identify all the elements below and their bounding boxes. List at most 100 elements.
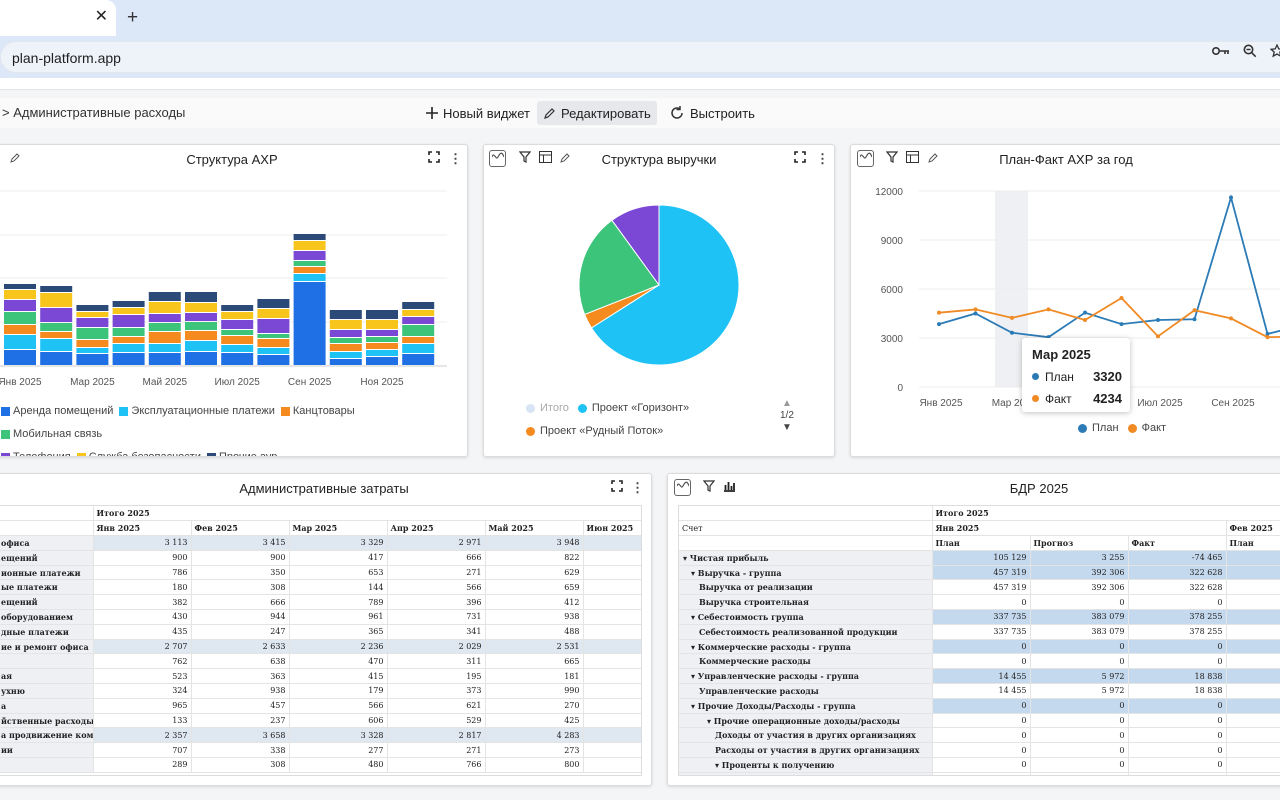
bar-segment[interactable] — [148, 332, 181, 343]
legend-item[interactable]: Прочие аур — [206, 447, 277, 456]
table-row[interactable]: ▾ Чистая прибыль 105 129 3 255 -74 465 — [679, 550, 1280, 566]
bar-segment[interactable] — [402, 325, 435, 336]
data-point[interactable] — [1083, 310, 1087, 315]
data-point[interactable] — [1083, 318, 1087, 323]
table-row[interactable]: ухню 324 938 179 373 990 — [0, 683, 641, 699]
bar-segment[interactable] — [4, 300, 36, 311]
close-tab-icon[interactable]: ✕ — [94, 8, 108, 25]
legend-item[interactable]: Мобильная связь — [1, 424, 102, 445]
bar-segment[interactable] — [185, 292, 217, 302]
data-point[interactable] — [1192, 308, 1197, 313]
table-row[interactable]: ▾ Управленческие расходы - группа 14 455 5… — [679, 668, 1280, 685]
data-point[interactable] — [1119, 295, 1124, 300]
bar-segment[interactable] — [76, 354, 109, 365]
bar-segment[interactable] — [366, 343, 398, 349]
bar-segment[interactable] — [76, 312, 109, 317]
filter-icon[interactable] — [885, 151, 899, 166]
legend-item[interactable]: Аренда помещений — [1, 401, 113, 422]
bar-segment[interactable] — [293, 261, 326, 266]
data-point[interactable] — [1229, 316, 1233, 321]
bar-segment[interactable] — [221, 312, 254, 319]
fullscreen-icon[interactable] — [428, 151, 440, 166]
filter-icon[interactable] — [702, 480, 716, 495]
bdr-grid[interactable]: Итого 2025 Счет Янв 2025 Фев 2025 План Прог… — [678, 505, 1280, 776]
bar-segment[interactable] — [293, 274, 326, 281]
bar-segment[interactable] — [148, 302, 181, 313]
bar-segment[interactable] — [366, 310, 398, 319]
bar-segment[interactable] — [257, 355, 290, 365]
bar-segment[interactable] — [221, 336, 254, 344]
legend-item-total[interactable]: Итого — [526, 398, 569, 419]
bar-segment[interactable] — [257, 348, 290, 354]
bar-segment[interactable] — [112, 344, 145, 352]
table-row[interactable]: 000 — [679, 772, 1280, 775]
table-row[interactable]: ии 707 338 277 271 273 — [0, 742, 641, 759]
bar-segment[interactable] — [221, 320, 254, 329]
bar-segment[interactable] — [257, 339, 290, 347]
bar-segment[interactable] — [257, 334, 290, 338]
table-row[interactable]: а 965 457 566 621 270 — [0, 698, 641, 714]
data-point[interactable] — [937, 322, 941, 327]
bar-segment[interactable] — [76, 328, 109, 339]
bar-segment[interactable] — [40, 323, 73, 331]
breadcrumb[interactable]: > Административные расходы — [2, 105, 186, 120]
pie-slice[interactable] — [611, 204, 660, 287]
bar-segment[interactable] — [112, 315, 145, 327]
data-point[interactable] — [973, 311, 978, 316]
bar-segment[interactable] — [221, 353, 254, 365]
bar-segment[interactable] — [402, 317, 435, 324]
table-row[interactable]: Доходы от участия в других организациях 0… — [679, 727, 1280, 744]
fullscreen-icon[interactable] — [611, 480, 623, 495]
table-row[interactable]: Коммерческие расходы 0 0 0 — [679, 653, 1280, 670]
table-row[interactable]: ие и ремонт офиса 2 707 2 633 2 236 2 029 2 5… — [0, 639, 641, 655]
data-point[interactable] — [1156, 334, 1160, 339]
bar-segment[interactable] — [112, 337, 145, 343]
bar-segment[interactable] — [4, 312, 36, 324]
bar-segment[interactable] — [148, 344, 181, 352]
bar-segment[interactable] — [402, 344, 435, 353]
bar-segment[interactable] — [402, 310, 435, 316]
bar-segment[interactable] — [40, 352, 73, 365]
table-row[interactable]: оборудованием 430 944 961 731 938 — [0, 609, 641, 625]
more-menu-icon[interactable]: ⋮ — [449, 151, 462, 166]
bar-segment[interactable] — [257, 299, 290, 308]
bar-segment[interactable] — [148, 323, 181, 331]
bar-segment[interactable] — [4, 335, 36, 349]
bar-segment[interactable] — [329, 359, 362, 365]
legend-item-fact[interactable]: Факт — [1127, 422, 1166, 434]
table-row[interactable]: ▾ Коммерческие расходы - группа 0 0 0 — [679, 639, 1280, 655]
bar-segment[interactable] — [221, 345, 254, 352]
table-row[interactable]: 289 308 480 766 800 — [0, 757, 641, 773]
more-menu-icon[interactable]: ⋮ — [816, 151, 829, 166]
bookmark-star-icon[interactable] — [1269, 43, 1280, 62]
table-view-icon[interactable] — [539, 151, 552, 166]
legend-item[interactable]: Эксплуатационные платежи — [119, 401, 275, 422]
bar-segment[interactable] — [329, 352, 362, 358]
table-row[interactable]: ещений 382 666 789 396 412 — [0, 594, 641, 611]
bar-segment[interactable] — [185, 331, 217, 340]
pie-slice[interactable] — [590, 204, 740, 366]
bar-segment[interactable] — [402, 302, 435, 309]
bar-segment[interactable] — [221, 305, 254, 311]
legend-pager[interactable]: ▲ 1/2 ▼ — [780, 398, 794, 434]
edit-widget-icon[interactable] — [560, 151, 570, 166]
bar-segment[interactable] — [4, 284, 36, 289]
bar-segment[interactable] — [112, 308, 145, 314]
bar-segment[interactable] — [293, 234, 326, 240]
pager-up-icon[interactable]: ▲ — [782, 398, 792, 409]
bar-segment[interactable] — [329, 338, 362, 343]
bar-segment[interactable] — [185, 313, 217, 321]
admin-costs-grid[interactable]: Итого 2025 Янв 2025 Фев 2025 Мар 2025 Апр 2… — [0, 505, 642, 776]
bar-segment[interactable] — [112, 301, 145, 307]
bar-segment[interactable] — [4, 290, 36, 299]
browser-tab[interactable]: ✕ — [0, 0, 116, 36]
table-row[interactable]: офиса 3 113 3 415 3 329 2 971 3 948 — [0, 535, 641, 551]
data-point[interactable] — [1156, 318, 1160, 323]
table-row[interactable]: Выручка строительная 0 0 0 — [679, 594, 1280, 611]
table-row[interactable]: Выручка от реализации 457 319 392 306 322 6… — [679, 579, 1280, 596]
table-row[interactable]: Расходы от участия в других организациях… — [679, 742, 1280, 759]
table-row[interactable]: ые платежи 180 308 144 566 659 — [0, 579, 641, 596]
table-row[interactable]: ая 523 363 415 195 181 — [0, 668, 641, 685]
bar-segment[interactable] — [329, 330, 362, 337]
